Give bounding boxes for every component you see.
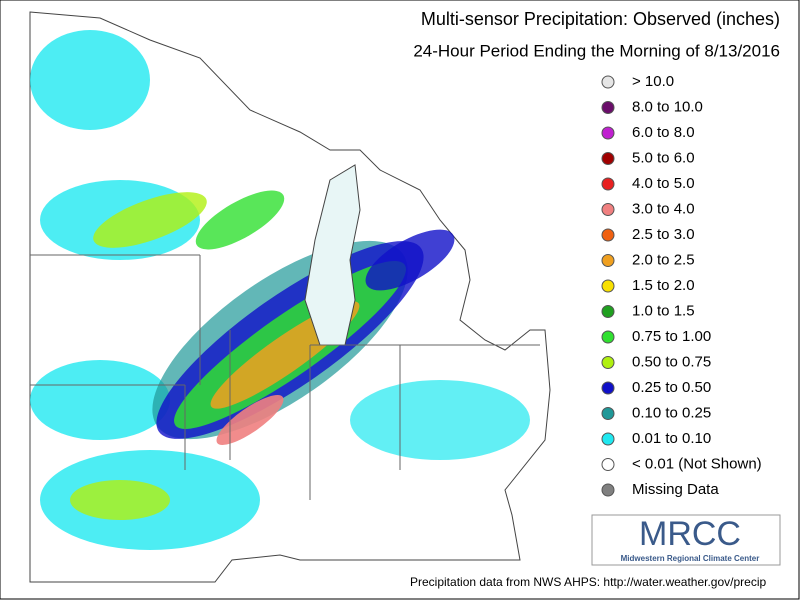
precip-area [195,190,285,250]
legend-swatch [601,458,615,471]
legend-label: 0.50 to 0.75 [632,353,711,370]
legend-label: 0.75 to 1.00 [632,328,711,345]
legend-swatch [601,305,615,318]
legend-swatch [601,126,615,140]
map-title: Multi-sensor Precipitation: Observed (in… [421,9,780,29]
precip-area [350,380,530,460]
legend-swatch [601,279,615,293]
precip-area [30,360,170,440]
legend-label: Missing Data [632,481,719,498]
legend-label: 3.0 to 4.0 [632,200,695,217]
legend: > 10.0 8.0 to 10.0 6.0 to 8.0 5.0 to 6.0 4.0… [601,73,762,498]
precip-area [93,192,207,248]
legend-swatch [601,483,615,497]
legend-label: > 10.0 [632,73,674,90]
legend-label: 6.0 to 8.0 [632,124,695,141]
legend-label: 0.25 to 0.50 [632,379,711,396]
legend-label: 2.5 to 3.0 [632,226,695,243]
precip-area [30,30,150,130]
legend-swatch [601,177,615,191]
legend-label: < 0.01 (Not Shown) [632,455,762,472]
legend-swatch [601,228,615,242]
precip-area [70,480,170,520]
precip-area [365,229,455,291]
precip-area [216,395,284,445]
lake-michigan [304,164,361,346]
legend-swatch [601,381,615,395]
legend-label: 2.0 to 2.5 [632,251,695,268]
legend-swatch [601,356,615,369]
footer-note: Precipitation data from NWS AHPS: http:/… [410,575,766,589]
legend-label: 4.0 to 5.0 [632,175,695,192]
legend-swatch [601,203,615,216]
legend-swatch [601,407,615,420]
legend-swatch [601,330,615,344]
logo-subtitle: Midwestern Regional Climate Center [621,554,760,563]
legend-swatch [601,101,615,114]
legend-swatch [601,152,615,165]
logo-name: MRCC [639,515,741,553]
legend-swatch [601,432,615,446]
legend-label: 5.0 to 6.0 [632,149,695,166]
legend-label: 8.0 to 10.0 [632,98,703,115]
legend-label: 1.5 to 2.0 [632,277,695,294]
region-map [29,11,551,583]
legend-label: 1.0 to 1.5 [632,302,695,319]
state-boundary [30,254,540,500]
legend-swatch [601,254,615,267]
legend-label: 0.01 to 0.10 [632,430,711,447]
logo-box [591,514,781,566]
legend-swatch [601,75,615,89]
map-subtitle: 24-Hour Period Ending the Morning of 8/1… [413,41,780,60]
legend-label: 0.10 to 0.25 [632,404,711,421]
